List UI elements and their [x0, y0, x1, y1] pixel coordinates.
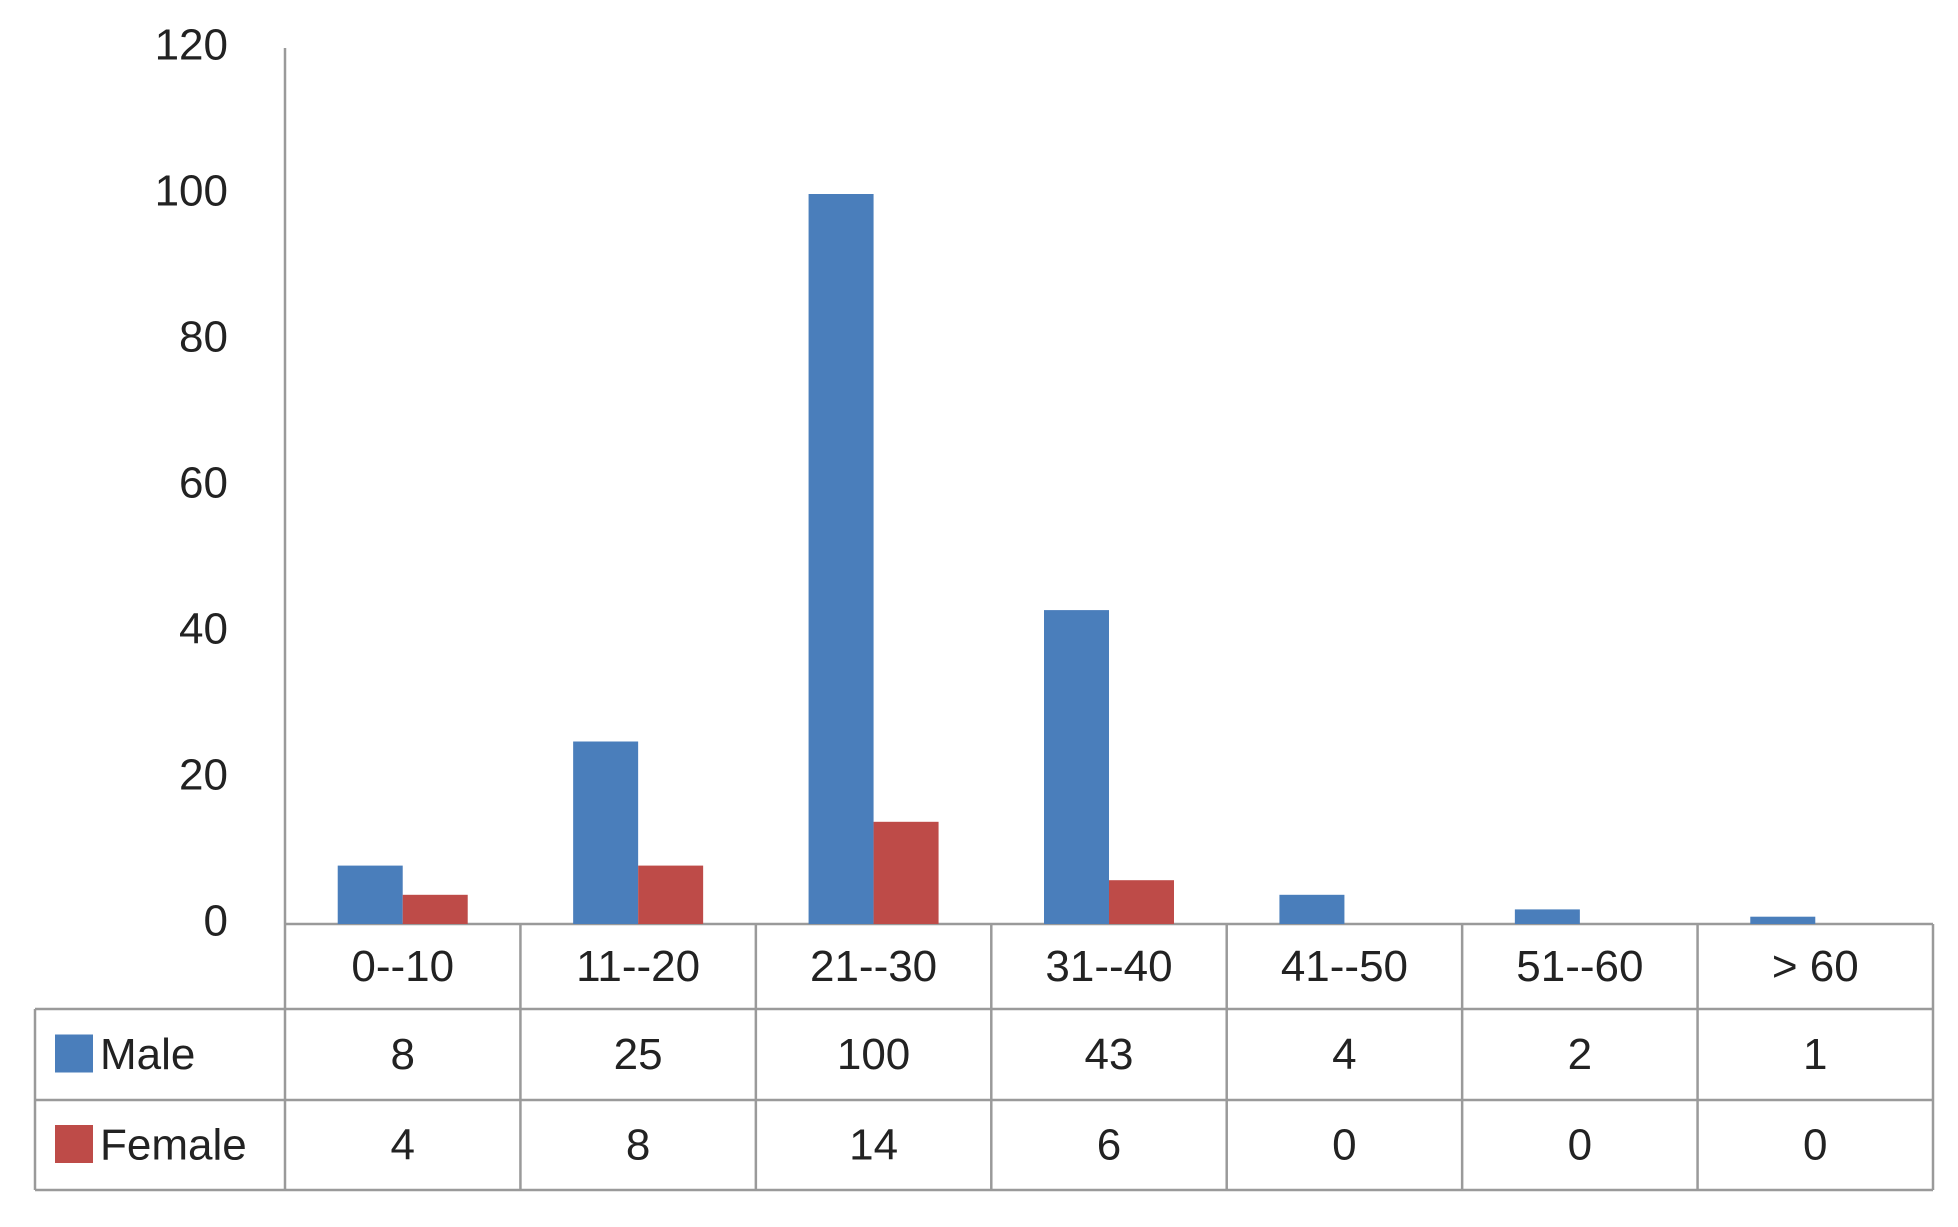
- table-value: 8: [626, 1121, 650, 1170]
- x-tick-label: 21--30: [810, 942, 937, 991]
- y-tick-label: 40: [179, 605, 228, 654]
- x-tick-label: 11--20: [576, 942, 700, 991]
- x-tick-label: 51--60: [1516, 942, 1643, 991]
- table-value: 4: [1332, 1030, 1356, 1079]
- table-value: 43: [1085, 1030, 1134, 1079]
- legend-key: [55, 1034, 93, 1073]
- bar: [1750, 916, 1816, 924]
- x-tick-label: 31--40: [1045, 942, 1172, 991]
- bar: [873, 821, 939, 924]
- table-value: 6: [1097, 1121, 1121, 1170]
- table-value: 0: [1332, 1121, 1356, 1170]
- bar: [1044, 610, 1109, 924]
- table-value: 2: [1568, 1030, 1592, 1079]
- bar: [1279, 894, 1345, 924]
- y-tick-label: 100: [155, 167, 228, 216]
- table-value: 4: [390, 1121, 414, 1170]
- bar: [1514, 909, 1580, 924]
- bar: [337, 865, 403, 924]
- bar: [573, 741, 639, 924]
- legend-label: Male: [100, 1030, 195, 1079]
- table-value: 1: [1803, 1030, 1827, 1079]
- table-value: 25: [614, 1030, 663, 1079]
- table-value: 8: [390, 1030, 414, 1079]
- table-value: 14: [849, 1121, 898, 1170]
- bar: [402, 894, 468, 924]
- y-tick-label: 80: [179, 313, 228, 362]
- bar: [638, 865, 704, 924]
- y-tick-label: 0: [204, 897, 228, 946]
- bar: [808, 194, 874, 924]
- y-tick-label: 120: [155, 21, 228, 70]
- y-tick-label: 60: [179, 459, 228, 508]
- table-value: 0: [1803, 1121, 1827, 1170]
- legend-key: [55, 1125, 93, 1163]
- x-tick-label: 41--50: [1281, 942, 1408, 991]
- legend-label: Female: [100, 1121, 247, 1170]
- y-tick-label: 20: [179, 751, 228, 800]
- table-value: 0: [1568, 1121, 1592, 1170]
- x-tick-label: > 60: [1772, 942, 1859, 991]
- table-value: 100: [837, 1030, 910, 1079]
- bar: [1109, 880, 1174, 924]
- x-tick-label: 0--10: [351, 942, 454, 991]
